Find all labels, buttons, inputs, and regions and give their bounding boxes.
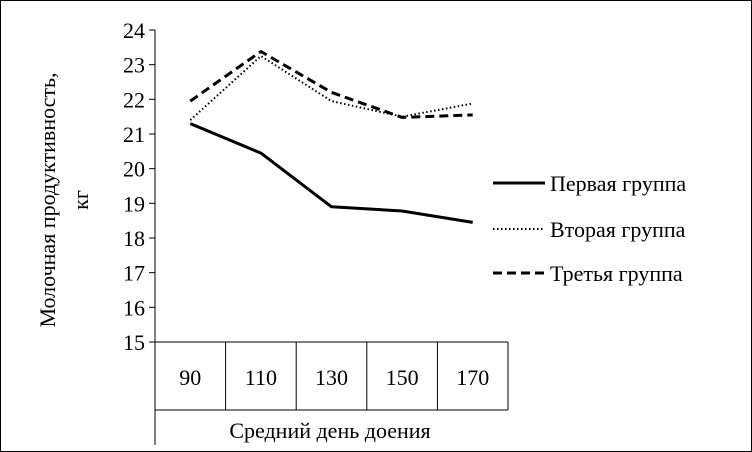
y-tick-label: 23 [123, 53, 145, 78]
y-tick-label: 15 [123, 330, 145, 355]
axes [149, 29, 509, 445]
y-tick-label: 22 [123, 87, 145, 112]
y-tick-label: 16 [123, 295, 145, 320]
series-line-1 [189, 122, 473, 224]
y-tick-label: 17 [123, 261, 145, 286]
x-tick-label: 90 [179, 365, 201, 390]
x-tick-label: 110 [245, 365, 277, 390]
legend-label-1: Первая группа [550, 171, 686, 196]
legend: Первая группа Вторая группа Третья группа [493, 171, 686, 286]
y-tick-label: 19 [123, 191, 145, 216]
y-tick-label: 24 [123, 18, 145, 43]
y-axis-title: Молочная продуктивность, кг [35, 72, 93, 327]
x-tick-label: 150 [386, 365, 419, 390]
y-tick-label: 20 [123, 157, 145, 182]
y-tick-labels: 15 16 17 18 19 20 21 22 23 24 [123, 18, 145, 355]
y-axis-title-line1: Молочная продуктивность, [35, 72, 60, 327]
x-axis-title: Средний день доения [229, 418, 430, 443]
x-tick-label: 170 [456, 365, 489, 390]
y-tick-label: 21 [123, 122, 145, 147]
series-lines [189, 50, 473, 224]
x-tick-labels: 90 110 130 150 170 [179, 365, 489, 390]
x-tick-label: 130 [315, 365, 348, 390]
series-line-3 [189, 50, 473, 119]
legend-label-2: Вторая группа [550, 217, 686, 242]
y-tick-label: 18 [123, 226, 145, 251]
legend-label-3: Третья группа [550, 261, 683, 286]
y-axis-title-line2: кг [68, 190, 93, 210]
